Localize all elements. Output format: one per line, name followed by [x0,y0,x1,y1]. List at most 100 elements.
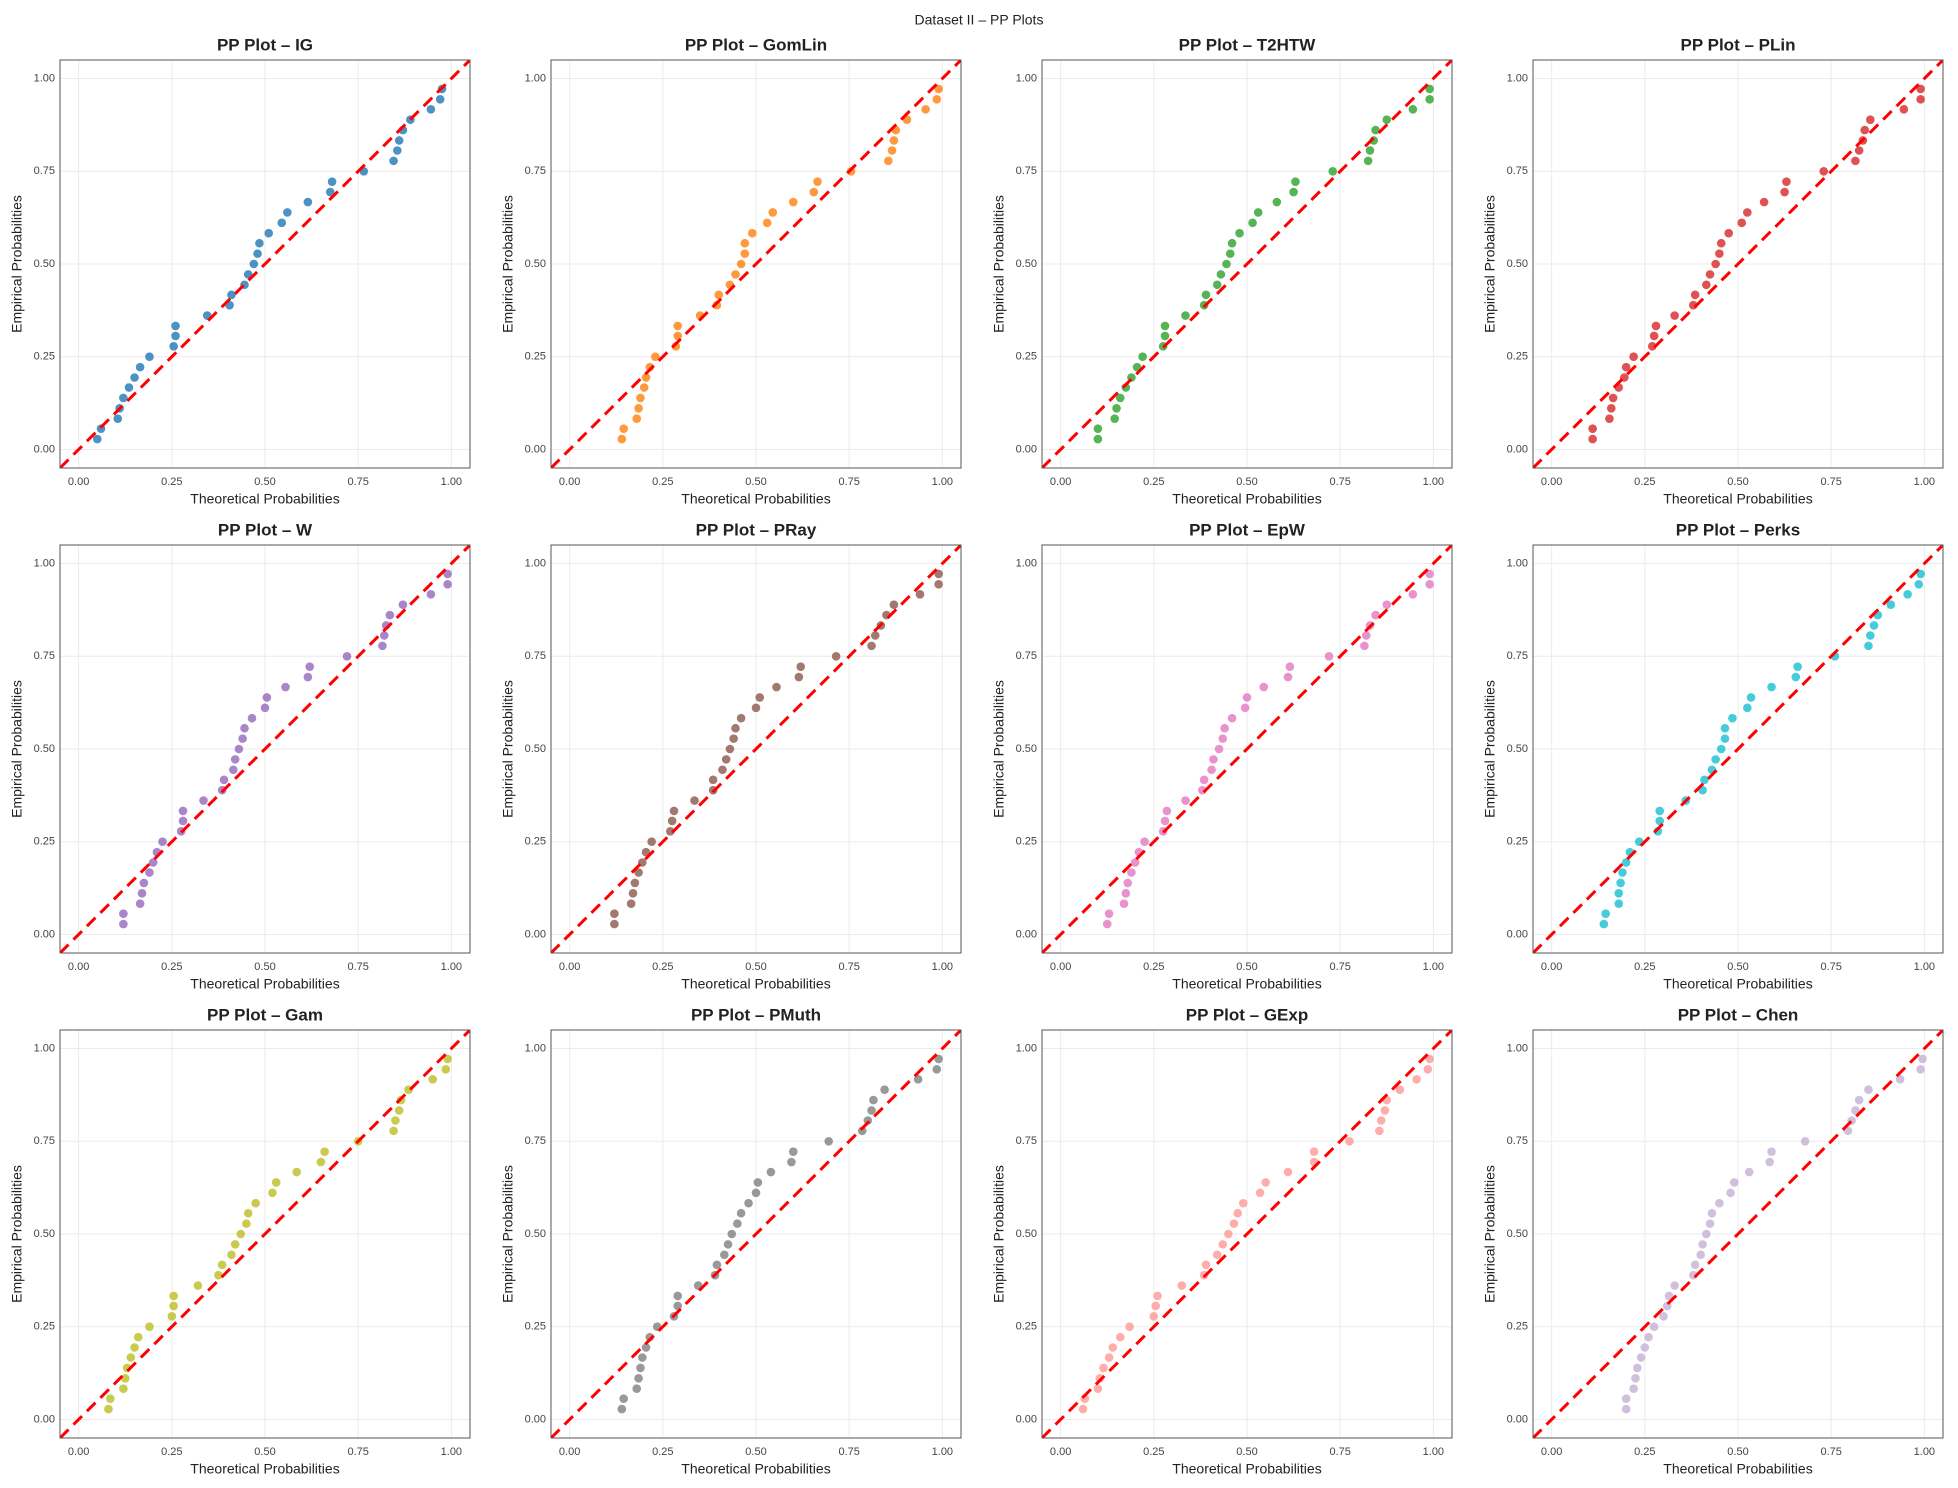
point [1110,414,1119,423]
y-tick-label: 0.00 [1507,928,1528,940]
point [740,238,750,248]
point [394,1106,404,1115]
point [178,806,188,816]
point [1115,1332,1125,1342]
plot-border [550,544,962,954]
x-axis-label: Theoretical Probabilities [1172,491,1321,507]
point [889,600,899,610]
x-tick-label: 0.50 [1236,476,1257,488]
x-tick-label: 0.50 [745,476,766,488]
point [394,136,404,145]
x-axis-label: Theoretical Probabilities [681,491,830,507]
x-tick-label: 0.00 [68,476,89,488]
x-axis-label: Theoretical Probabilities [1172,976,1321,992]
y-tick-label: 0.50 [525,258,546,270]
point [1644,1332,1653,1342]
point [1214,744,1224,754]
x-axis-label: Theoretical Probabilities [190,1461,339,1477]
point [249,259,259,269]
x-tick-label: 0.50 [1236,961,1257,973]
point [1160,331,1170,341]
x-axis-label: Theoretical Probabilities [1663,491,1812,507]
x-tick-label: 1.00 [441,1446,462,1458]
point [641,1343,651,1352]
point [281,682,290,692]
point [268,1188,277,1198]
point [628,888,638,898]
y-tick-label: 0.25 [1507,836,1528,848]
point [1616,878,1625,888]
point [1780,187,1789,197]
panel-title: PP Plot – EpW [1189,520,1306,539]
y-tick-label: 1.00 [525,72,546,84]
point [1382,115,1392,125]
x-axis-label: Theoretical Probabilities [1663,1461,1812,1477]
point [731,270,740,279]
point [1767,682,1776,692]
point [139,878,149,888]
point [219,775,229,785]
x-tick-label: 0.00 [559,1446,580,1458]
x-tick-label: 0.25 [652,961,673,973]
point [1425,1054,1434,1064]
point [264,228,274,238]
y-tick-label: 0.50 [1507,258,1528,270]
y-axis-label: Empirical Probabilities [991,1165,1007,1303]
point [1382,600,1392,610]
point [610,909,619,918]
x-tick-label: 0.25 [1634,476,1655,488]
point [1614,899,1624,908]
x-tick-label: 0.50 [1236,1446,1257,1458]
point [1720,723,1730,733]
point [1916,1065,1925,1074]
y-tick-label: 0.25 [1507,1321,1528,1333]
point [809,187,819,197]
reference-line [551,60,961,468]
point [1102,919,1112,929]
point [1649,331,1659,341]
point [1108,1343,1118,1352]
point [1283,1167,1293,1177]
point [378,641,387,651]
y-tick-label: 1.00 [34,557,55,569]
point [673,1291,683,1301]
point [1743,208,1752,217]
point [1093,434,1103,444]
x-tick-label: 0.25 [1634,961,1655,973]
x-tick-label: 0.00 [559,961,580,973]
point [227,1250,236,1260]
point [320,1147,329,1156]
x-tick-label: 0.25 [652,1446,673,1458]
y-axis-label: Empirical Probabilities [1482,195,1498,333]
point [1240,703,1250,713]
point [1425,95,1434,104]
y-tick-label: 1.00 [34,1042,55,1054]
x-tick-label: 1.00 [1914,1446,1935,1458]
x-tick-label: 0.25 [1143,1446,1164,1458]
point [1253,208,1263,217]
point [1746,693,1756,702]
point [1216,270,1226,279]
point [1588,424,1597,433]
point [1702,280,1711,290]
point [647,837,656,847]
y-tick-label: 0.50 [525,1228,546,1240]
point [1423,1065,1433,1074]
y-tick-label: 1.00 [525,557,546,569]
point [1744,1167,1754,1177]
point [1702,1229,1711,1239]
point [1291,177,1300,186]
y-tick-label: 0.75 [1016,1135,1037,1147]
plot-border [1532,544,1944,954]
point [1649,1322,1659,1332]
x-tick-label: 1.00 [932,1446,953,1458]
y-tick-label: 0.75 [1507,165,1528,177]
point [1209,755,1218,764]
point [1886,600,1896,610]
point [617,434,627,444]
point [1737,218,1747,228]
panel-title: PP Plot – IG [217,35,313,54]
y-tick-label: 0.25 [1507,351,1528,363]
point [870,631,880,640]
point [389,1126,398,1136]
